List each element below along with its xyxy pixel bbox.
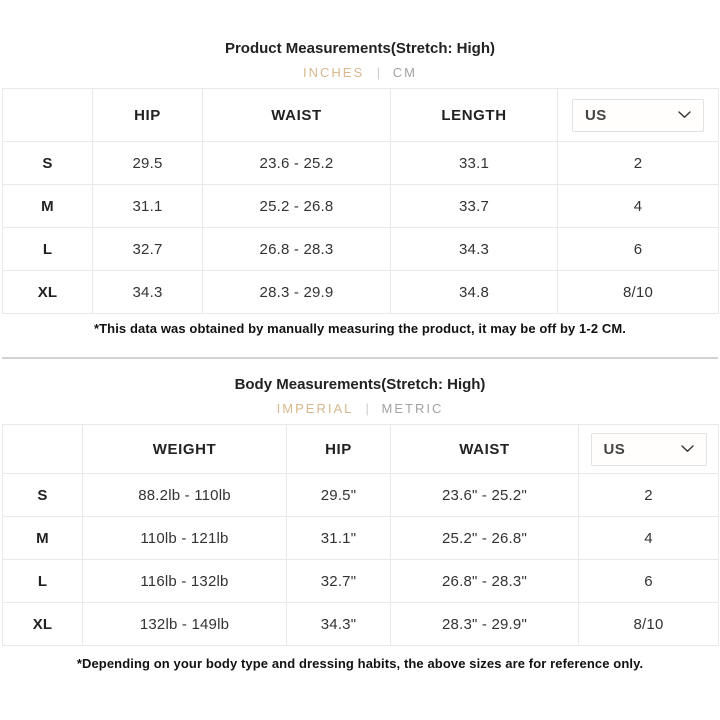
us-size-value: 2 xyxy=(557,141,719,185)
chevron-down-icon xyxy=(678,111,691,118)
column-header-waist: WAIST xyxy=(390,424,579,474)
us-size-value: 4 xyxy=(578,516,719,560)
size-label: S xyxy=(2,141,93,185)
corner-cell xyxy=(2,88,93,142)
column-header-waist: WAIST xyxy=(202,88,391,142)
weight-value: 88.2lb - 110lb xyxy=(82,473,287,517)
us-size-value: 8/10 xyxy=(578,602,719,646)
unit-option-cm[interactable]: CM xyxy=(392,65,417,80)
length-value: 34.8 xyxy=(390,270,558,314)
corner-cell xyxy=(2,424,83,474)
length-value: 33.7 xyxy=(390,184,558,228)
unit-option-imperial[interactable]: IMPERIAL xyxy=(276,401,353,416)
size-label: L xyxy=(2,559,83,603)
table-header-row: HIP WAIST LENGTH US xyxy=(2,88,719,142)
table-row: XL 34.3 28.3 - 29.9 34.8 8/10 xyxy=(2,270,719,314)
size-label: M xyxy=(2,516,83,560)
column-header-hip: HIP xyxy=(286,424,391,474)
waist-value: 25.2" - 26.8" xyxy=(390,516,579,560)
size-label: XL xyxy=(2,270,93,314)
waist-value: 23.6 - 25.2 xyxy=(202,141,391,185)
us-size-value: 6 xyxy=(578,559,719,603)
us-size-system-select[interactable]: US xyxy=(590,432,707,466)
section-divider xyxy=(2,357,718,359)
unit-toggle-separator: | xyxy=(365,401,369,416)
weight-value: 110lb - 121lb xyxy=(82,516,287,560)
table-header-row: WEIGHT HIP WAIST US xyxy=(2,424,719,474)
product-measurements-title: Product Measurements(Stretch: High) xyxy=(224,40,496,57)
chevron-down-icon xyxy=(680,445,694,452)
size-label: XL xyxy=(2,602,83,646)
select-value: US xyxy=(585,106,607,124)
select-value: US xyxy=(603,440,626,458)
waist-value: 28.3" - 29.9" xyxy=(390,602,579,646)
length-value: 34.3 xyxy=(390,227,558,271)
weight-value: 116lb - 132lb xyxy=(82,559,287,603)
size-chart-panel: Product Measurements(Stretch: High) INCH… xyxy=(0,40,720,671)
table-row: M 31.1 25.2 - 26.8 33.7 4 xyxy=(2,184,719,228)
hip-value: 31.1 xyxy=(92,184,203,228)
column-header-length: LENGTH xyxy=(390,88,558,142)
hip-value: 32.7" xyxy=(286,559,391,603)
waist-value: 23.6" - 25.2" xyxy=(390,473,579,517)
length-value: 33.1 xyxy=(390,141,558,185)
us-size-value: 6 xyxy=(557,227,719,271)
body-measurements-note: *Depending on your body type and dressin… xyxy=(76,656,644,671)
table-row: XL 132lb - 149lb 34.3" 28.3" - 29.9" 8/1… xyxy=(2,602,719,646)
us-size-value: 8/10 xyxy=(557,270,719,314)
hip-value: 34.3 xyxy=(92,270,203,314)
hip-value: 31.1" xyxy=(286,516,391,560)
waist-value: 25.2 - 26.8 xyxy=(202,184,391,228)
waist-value: 26.8 - 28.3 xyxy=(202,227,391,271)
column-header-region: US xyxy=(578,424,719,474)
product-measurements-table: HIP WAIST LENGTH US S 29.5 23.6 - 25.2 xyxy=(2,88,719,314)
us-size-value: 4 xyxy=(557,184,719,228)
us-size-system-select[interactable]: US xyxy=(572,98,704,132)
table-row: L 32.7 26.8 - 28.3 34.3 6 xyxy=(2,227,719,271)
column-header-hip: HIP xyxy=(92,88,203,142)
table-row: L 116lb - 132lb 32.7" 26.8" - 28.3" 6 xyxy=(2,559,719,603)
us-size-value: 2 xyxy=(578,473,719,517)
product-measurements-note: *This data was obtained by manually meas… xyxy=(93,321,626,336)
product-unit-toggle: INCHES | CM xyxy=(0,66,720,80)
unit-option-metric[interactable]: METRIC xyxy=(381,401,444,416)
table-row: M 110lb - 121lb 31.1" 25.2" - 26.8" 4 xyxy=(2,516,719,560)
unit-toggle-separator: | xyxy=(376,65,381,80)
hip-value: 34.3" xyxy=(286,602,391,646)
size-label: M xyxy=(2,184,93,228)
weight-value: 132lb - 149lb xyxy=(82,602,287,646)
table-row: S 88.2lb - 110lb 29.5" 23.6" - 25.2" 2 xyxy=(2,473,719,517)
hip-value: 29.5 xyxy=(92,141,203,185)
size-label: L xyxy=(2,227,93,271)
waist-value: 28.3 - 29.9 xyxy=(202,270,391,314)
table-row: S 29.5 23.6 - 25.2 33.1 2 xyxy=(2,141,719,185)
body-measurements-title: Body Measurements(Stretch: High) xyxy=(234,376,486,393)
hip-value: 29.5" xyxy=(286,473,391,517)
size-label: S xyxy=(2,473,83,517)
unit-option-inches[interactable]: INCHES xyxy=(303,65,365,80)
body-unit-toggle: IMPERIAL | METRIC xyxy=(0,402,720,416)
hip-value: 32.7 xyxy=(92,227,203,271)
column-header-weight: WEIGHT xyxy=(82,424,287,474)
body-measurements-table: WEIGHT HIP WAIST US S 88.2lb - 110lb 29.… xyxy=(2,424,719,646)
waist-value: 26.8" - 28.3" xyxy=(390,559,579,603)
column-header-region: US xyxy=(557,88,719,142)
